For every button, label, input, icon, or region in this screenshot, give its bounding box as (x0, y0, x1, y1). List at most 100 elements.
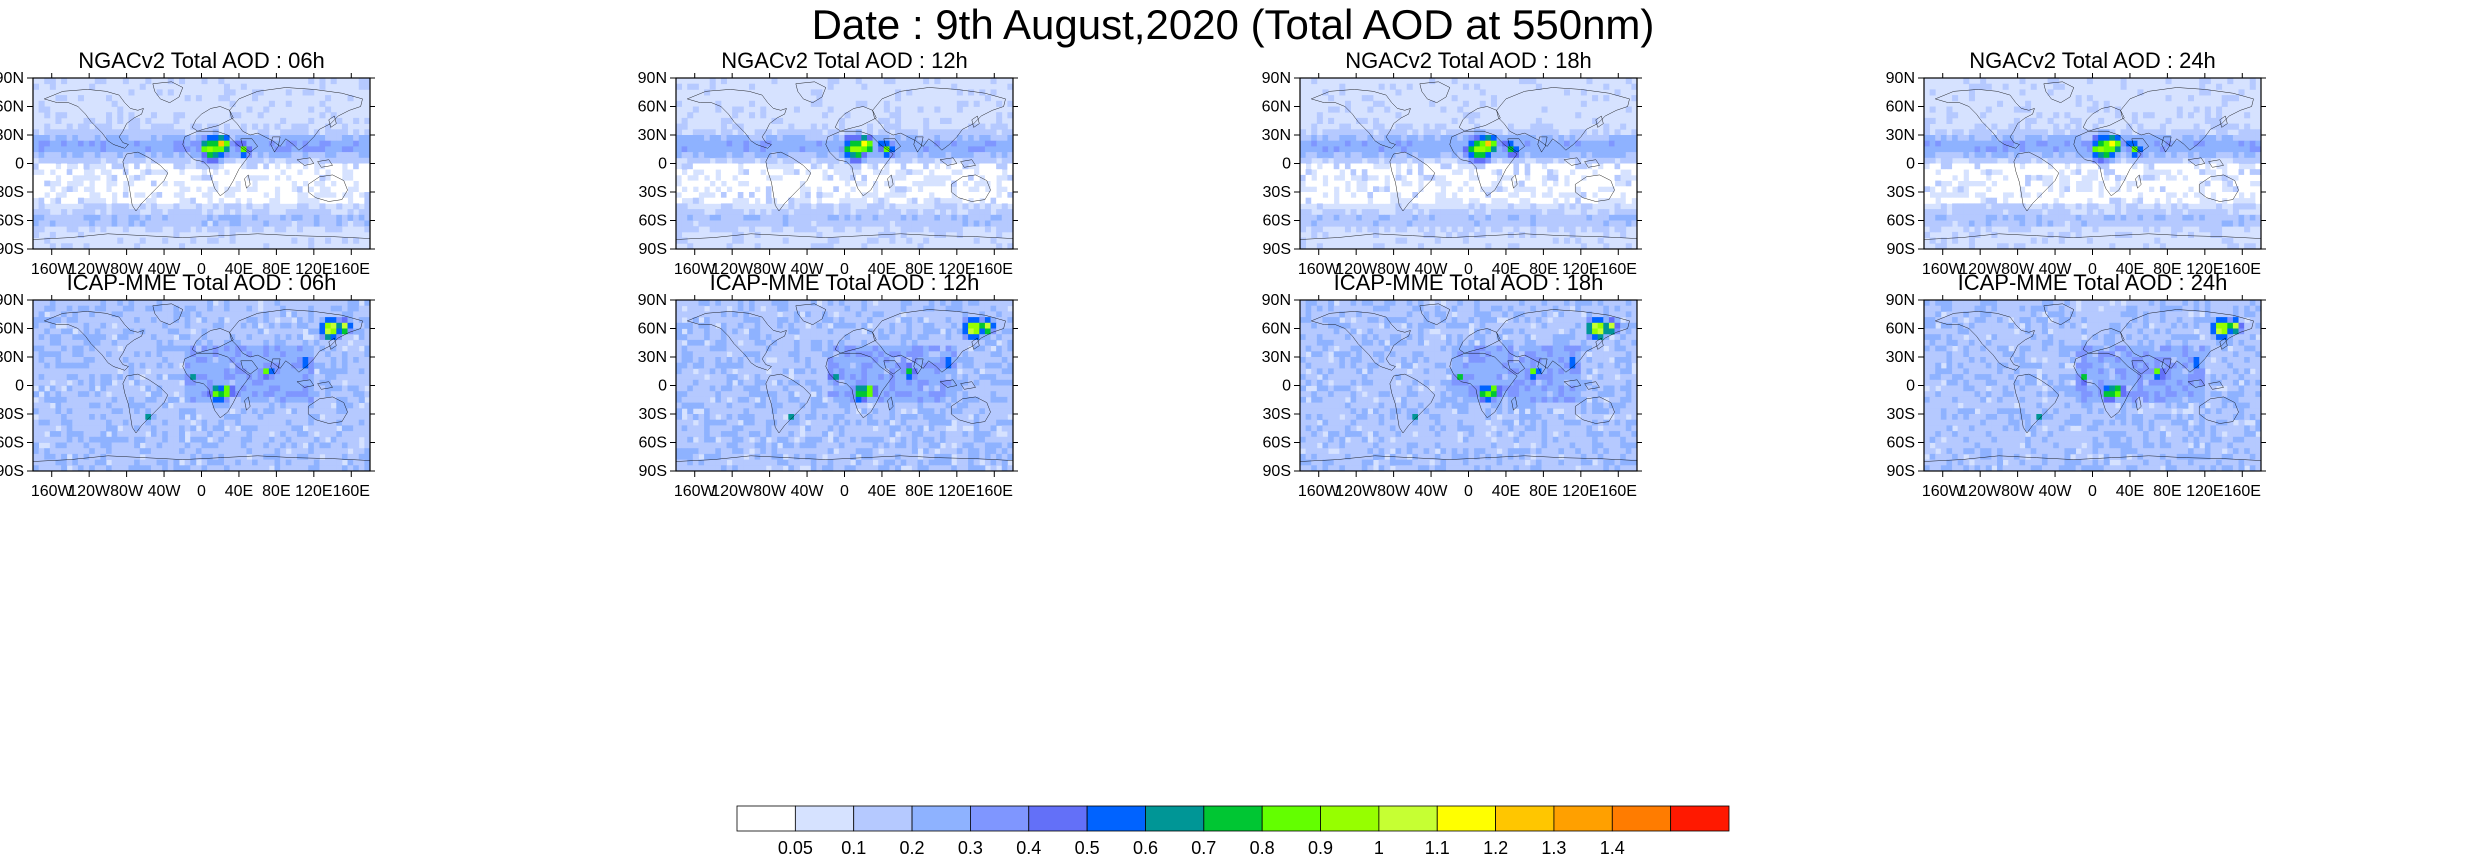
lon-tick-label: 40E (868, 483, 896, 500)
lon-tick-label: 40W (2039, 261, 2073, 278)
lon-tick-label: 40W (791, 483, 825, 500)
lon-tick-label: 40E (1492, 261, 1520, 278)
colorbar-swatch (1670, 805, 1730, 832)
colorbar-swatch (1553, 805, 1613, 832)
colorbar-swatch (1261, 805, 1321, 832)
colorbar-label: 0.6 (1133, 838, 1158, 854)
lon-tick-label: 40E (225, 261, 253, 278)
colorbar-swatch (853, 805, 913, 832)
colorbar-label: 1.3 (1541, 838, 1566, 854)
lon-tick-label: 40E (2116, 261, 2144, 278)
lon-tick-label: 0 (197, 261, 206, 278)
lon-tick-label: 40E (868, 261, 896, 278)
lon-tick-label: 160E (333, 261, 370, 278)
lat-tick-label: 90N (1886, 292, 1915, 309)
lat-tick-label: 90S (1263, 463, 1291, 480)
lat-tick-label: 60S (1263, 435, 1291, 452)
lon-tick-label: 40W (148, 261, 182, 278)
lon-tick-label: 160W (31, 483, 74, 500)
lon-tick-label: 120E (295, 261, 332, 278)
lon-tick-label: 120E (938, 261, 975, 278)
lat-tick-label: 0 (15, 156, 24, 173)
colorbar-label: 1 (1374, 838, 1384, 854)
lat-tick-label: 90S (0, 241, 24, 258)
lon-tick-label: 120W (68, 261, 111, 278)
aod-field (1924, 78, 2262, 250)
lat-tick-label: 90N (1886, 70, 1915, 87)
lat-tick-label: 60S (1263, 213, 1291, 230)
lat-tick-label: 30N (1886, 127, 1915, 144)
aod-field (1300, 300, 1638, 472)
lon-tick-label: 0 (2088, 483, 2097, 500)
lat-tick-label: 60N (1262, 321, 1291, 338)
lat-tick-label: 30N (638, 127, 667, 144)
lat-tick-label: 0 (1282, 378, 1291, 395)
lat-tick-label: 30N (1886, 349, 1915, 366)
lat-tick-label: 30S (639, 406, 667, 423)
lat-tick-label: 0 (658, 156, 667, 173)
lon-tick-label: 120W (68, 483, 111, 500)
lat-tick-label: 0 (1906, 156, 1915, 173)
lat-tick-label: 0 (15, 378, 24, 395)
colorbar-label: 0.4 (1016, 838, 1041, 854)
lon-tick-label: 40E (225, 483, 253, 500)
panel-title: NGACv2 Total AOD : 06h (78, 48, 325, 73)
lon-tick-label: 160W (1922, 261, 1965, 278)
lon-tick-label: 120W (1335, 261, 1378, 278)
lon-tick-label: 0 (840, 483, 849, 500)
lon-tick-label: 160E (976, 261, 1013, 278)
colorbar-swatch (1611, 805, 1672, 832)
colorbar-swatch (970, 805, 1030, 832)
colorbar-label: 0.7 (1191, 838, 1216, 854)
lon-tick-label: 0 (197, 483, 206, 500)
lat-tick-label: 30S (1263, 184, 1291, 201)
lat-tick-label: 0 (1282, 156, 1291, 173)
lat-tick-label: 90N (638, 70, 667, 87)
colorbar-label: 1.4 (1600, 838, 1625, 854)
colorbar-label: 1.2 (1483, 838, 1508, 854)
lat-tick-label: 90N (1262, 292, 1291, 309)
lon-tick-label: 80W (110, 261, 144, 278)
lon-tick-label: 40E (1492, 483, 1520, 500)
lon-tick-label: 160E (976, 483, 1013, 500)
lat-tick-label: 30N (1262, 127, 1291, 144)
colorbar-label: 0.5 (1075, 838, 1100, 854)
lat-tick-label: 90N (638, 292, 667, 309)
lon-tick-label: 80E (905, 261, 933, 278)
lon-tick-label: 40W (2039, 483, 2073, 500)
lat-tick-label: 30S (1887, 406, 1915, 423)
colorbar-swatch (794, 805, 855, 832)
lon-tick-label: 120W (711, 261, 754, 278)
lon-tick-label: 160E (333, 483, 370, 500)
lat-tick-label: 60N (638, 99, 667, 116)
lat-tick-label: 60N (0, 321, 24, 338)
lat-tick-label: 30N (1262, 349, 1291, 366)
aod-field (676, 300, 1014, 472)
lon-tick-label: 80W (2001, 261, 2035, 278)
lat-tick-label: 30N (0, 349, 24, 366)
lat-tick-label: 60S (1887, 435, 1915, 452)
colorbar-label: 0.2 (900, 838, 925, 854)
figure-title: Date : 9th August,2020 (Total AOD at 550… (811, 1, 1655, 48)
colorbar: 0.05 0.1 0.2 0.3 0.4 0.5 0.6 0.7 0.8 0.9 1 1.1 1.2 1.… (736, 805, 1730, 854)
lon-tick-label: 120E (1562, 261, 1599, 278)
lon-tick-label: 120W (711, 483, 754, 500)
colorbar-swatch (1378, 805, 1438, 832)
aod-field (33, 78, 371, 250)
lon-tick-label: 40W (148, 483, 182, 500)
lon-tick-label: 40W (1415, 261, 1449, 278)
lat-tick-label: 60N (1262, 99, 1291, 116)
lon-tick-label: 160W (1298, 483, 1341, 500)
lat-tick-label: 30S (1263, 406, 1291, 423)
colorbar-swatch (736, 805, 796, 832)
lat-tick-label: 0 (658, 378, 667, 395)
lat-tick-label: 60N (638, 321, 667, 338)
lon-tick-label: 80E (1529, 261, 1557, 278)
aod-field (1300, 78, 1638, 250)
colorbar-swatch (1495, 805, 1555, 832)
lat-tick-label: 60N (1886, 99, 1915, 116)
